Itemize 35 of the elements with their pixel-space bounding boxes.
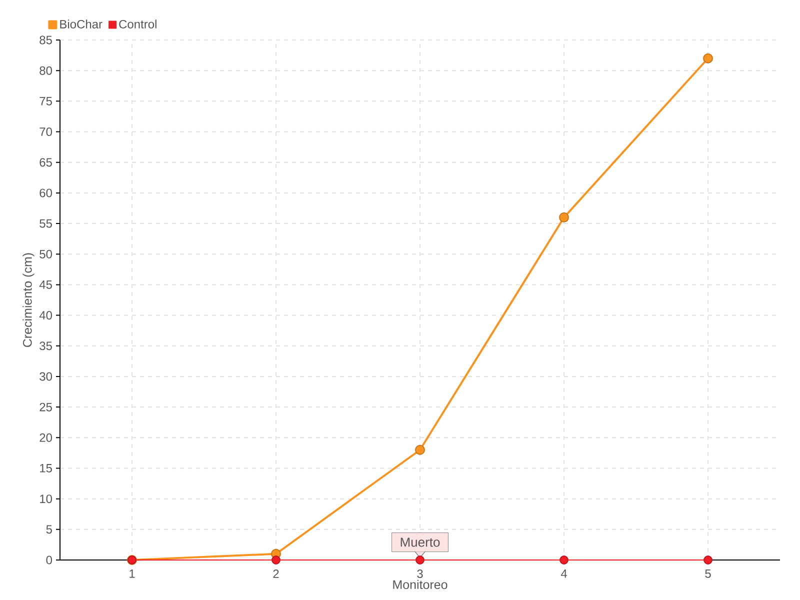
y-tick-label: 45 bbox=[39, 280, 52, 289]
y-tick-label: 50 bbox=[40, 250, 52, 258]
y-tick-label: 65 bbox=[40, 158, 52, 167]
y-tick-label: 80 bbox=[40, 66, 52, 75]
x-tick-label: 1 bbox=[130, 570, 135, 578]
point bbox=[704, 556, 713, 564]
y-tick-label: 35 bbox=[40, 342, 52, 350]
point bbox=[272, 556, 280, 564]
x-tick-label: 5 bbox=[705, 570, 711, 578]
point bbox=[559, 212, 570, 222]
y-tick-label: 25 bbox=[40, 402, 52, 412]
point bbox=[560, 556, 569, 564]
x-axis-title: Monitoreo bbox=[393, 580, 448, 590]
point bbox=[703, 53, 714, 64]
x-tick-label: 4 bbox=[560, 570, 567, 578]
y-tick-label: 75 bbox=[40, 97, 52, 106]
y-tick-label: 10 bbox=[40, 494, 52, 504]
point bbox=[415, 444, 425, 455]
y-tick-label: 60 bbox=[40, 188, 52, 198]
y-tick-label: 30 bbox=[40, 372, 52, 381]
y-tick-label: 40 bbox=[39, 311, 52, 320]
point bbox=[416, 556, 424, 564]
y-tick-label: 0 bbox=[46, 556, 52, 564]
y-tick-label: 70 bbox=[40, 128, 52, 136]
y-tick-label: 5 bbox=[46, 525, 52, 534]
legend-label: BioChar bbox=[60, 20, 102, 28]
legend-label: Control bbox=[119, 20, 156, 28]
y-tick-label: 15 bbox=[40, 464, 52, 472]
y-tick-label: 85 bbox=[40, 36, 52, 44]
x-tick-label: 2 bbox=[273, 570, 279, 578]
y-tick-label: 20 bbox=[40, 433, 52, 442]
y-tick-label: 55 bbox=[40, 219, 52, 228]
annotation: Muerto bbox=[400, 538, 440, 547]
x-tick-label: 3 bbox=[417, 570, 423, 578]
y-axis-title: Crecimiento (cm) bbox=[22, 253, 34, 347]
